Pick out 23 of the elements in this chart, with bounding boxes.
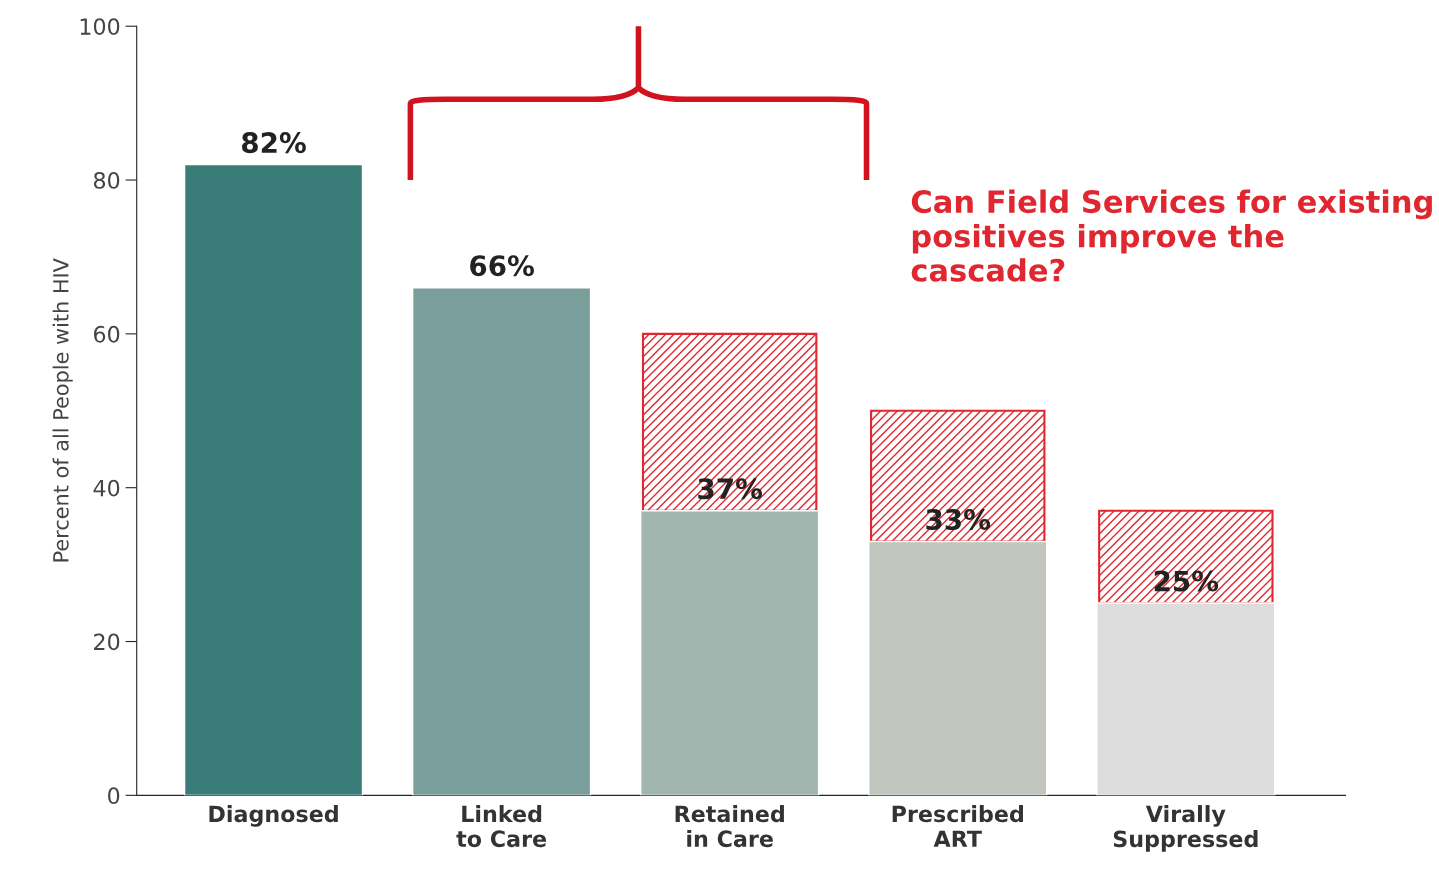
x-tick-label: Diagnosed [209,805,338,827]
y-tick-label: 100 [80,18,120,35]
x-tick-label: Linked to Care [456,805,547,848]
bar [1098,509,1274,605]
bar [1096,602,1276,796]
y-tick-label: 60 [94,325,120,343]
annotation: Can Field Services for existing positives improve the cascade? [911,189,1432,282]
bar [183,163,364,796]
data-label: 82% [242,132,306,154]
y-tick-label: 40 [93,479,120,497]
bar [641,332,818,512]
x-tick-label: Virally Suppressed [1113,805,1258,852]
bar [868,540,1048,796]
data-label: 66% [470,255,534,277]
x-tick-label: Prescribed ART [892,805,1023,847]
bar [411,287,592,796]
y-axis-title: Percent of all People with HIV [52,258,73,562]
x-tick-label: Retained in Care [675,805,784,848]
y-tick-label: 80 [93,171,120,189]
bar [640,510,820,796]
bar [870,409,1046,543]
y-tick-label: 0 [108,787,120,805]
y-tick-label: 20 [94,633,120,651]
